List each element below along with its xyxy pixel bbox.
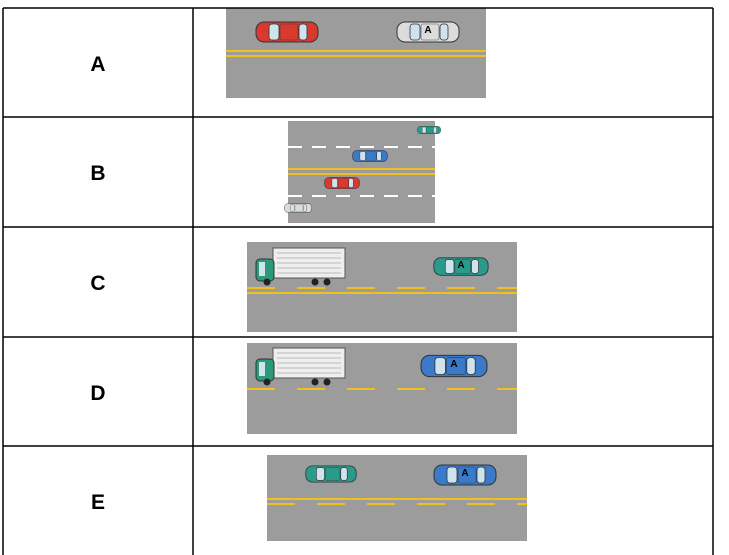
option-label: B <box>90 162 105 185</box>
option-label: E <box>91 491 105 514</box>
road-c <box>247 242 517 332</box>
road-a <box>226 8 486 98</box>
option-label: D <box>90 382 105 405</box>
option-label: C <box>90 272 105 295</box>
car-label: A <box>450 359 457 370</box>
road-d <box>247 343 517 434</box>
option-label: A <box>90 53 105 76</box>
car-label: A <box>457 260 464 271</box>
car-label: A <box>461 468 468 479</box>
road-b <box>284 121 441 223</box>
table-grid <box>2 7 714 555</box>
road-e <box>267 455 527 541</box>
car-label: A <box>424 25 431 36</box>
